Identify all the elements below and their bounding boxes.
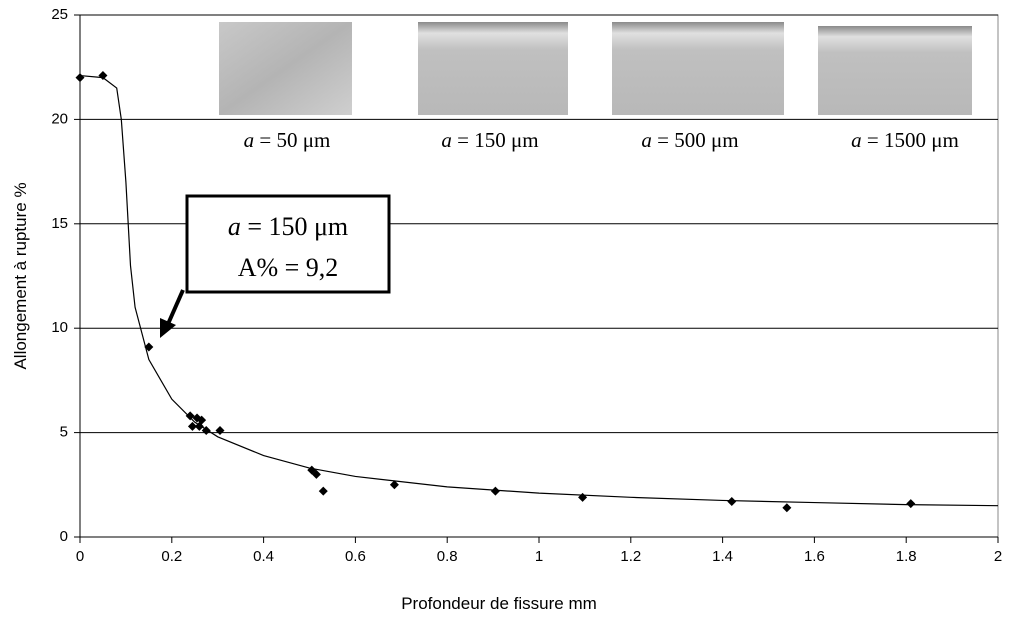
data-point <box>578 492 588 502</box>
y-tick-label: 15 <box>51 215 68 232</box>
y-tick-label: 0 <box>60 528 68 545</box>
photo <box>219 22 352 115</box>
x-axis-title: Profondeur de fissure mm <box>401 594 597 613</box>
photo-label-text: = 1500 μm <box>862 128 959 152</box>
annotation-line1: a = 150 μm <box>228 212 348 241</box>
data-point <box>75 73 85 83</box>
x-tick-label: 0.4 <box>253 548 274 565</box>
y-axis-title: Allongement à rupture % <box>11 182 30 369</box>
data-point <box>782 503 792 513</box>
photo-labels: a = 50 μm a = 150 μm a = 500 μm a = 1500 μm <box>244 128 959 152</box>
y-tick-label: 10 <box>51 319 68 336</box>
data-point <box>311 469 321 479</box>
arrow-head <box>160 318 176 338</box>
x-tick-label: 1.6 <box>804 548 825 565</box>
photo-label-text: = 50 μm <box>254 128 330 152</box>
photo-label-text: = 500 μm <box>652 128 739 152</box>
annotation-text: = 150 μm <box>241 212 348 241</box>
x-tick-label: 1.2 <box>620 548 641 565</box>
x-tick-label: 2 <box>994 548 1002 565</box>
data-point <box>389 480 399 490</box>
photo <box>818 26 972 115</box>
x-tick-label: 0.2 <box>161 548 182 565</box>
data-point <box>906 499 916 509</box>
data-point <box>187 421 197 431</box>
data-point <box>197 415 207 425</box>
data-point <box>98 71 108 81</box>
photo <box>612 22 784 115</box>
photo-label: a = 1500 μm <box>851 128 959 152</box>
grid <box>74 14 999 543</box>
data-point <box>490 486 500 496</box>
fit-curve <box>79 74 999 507</box>
annotation-variable: a <box>228 212 241 241</box>
photo-label-variable: a <box>244 128 255 152</box>
annotation-box <box>185 194 391 294</box>
photo-label-variable: a <box>851 128 862 152</box>
x-tick-label: 1.4 <box>712 548 733 565</box>
photo-label: a = 50 μm <box>244 128 331 152</box>
data-point <box>185 411 195 421</box>
photo <box>418 22 568 115</box>
x-tick-label: 1.8 <box>896 548 917 565</box>
x-tick-label: 0 <box>76 548 84 565</box>
x-tick-label: 0.6 <box>345 548 366 565</box>
photo-label-variable: a <box>441 128 452 152</box>
marks <box>75 71 999 513</box>
y-tick-label: 25 <box>51 6 68 23</box>
data-point <box>318 486 328 496</box>
photo-label: a = 150 μm <box>441 128 538 152</box>
data-point <box>727 497 737 507</box>
photos <box>219 22 972 115</box>
y-tick-label: 5 <box>60 424 68 441</box>
photo-label: a = 500 μm <box>641 128 738 152</box>
annotation: a = 150 μm A% = 9,2 <box>160 194 391 338</box>
annotation-arrow <box>166 289 185 325</box>
x-tick-label: 0.8 <box>437 548 458 565</box>
y-tick-label: 20 <box>51 110 68 127</box>
photo-label-variable: a <box>641 128 652 152</box>
photo-label-text: = 150 μm <box>452 128 539 152</box>
annotation-line2: A% = 9,2 <box>238 253 339 282</box>
data-point <box>215 426 225 436</box>
x-tick-label: 1 <box>535 548 543 565</box>
